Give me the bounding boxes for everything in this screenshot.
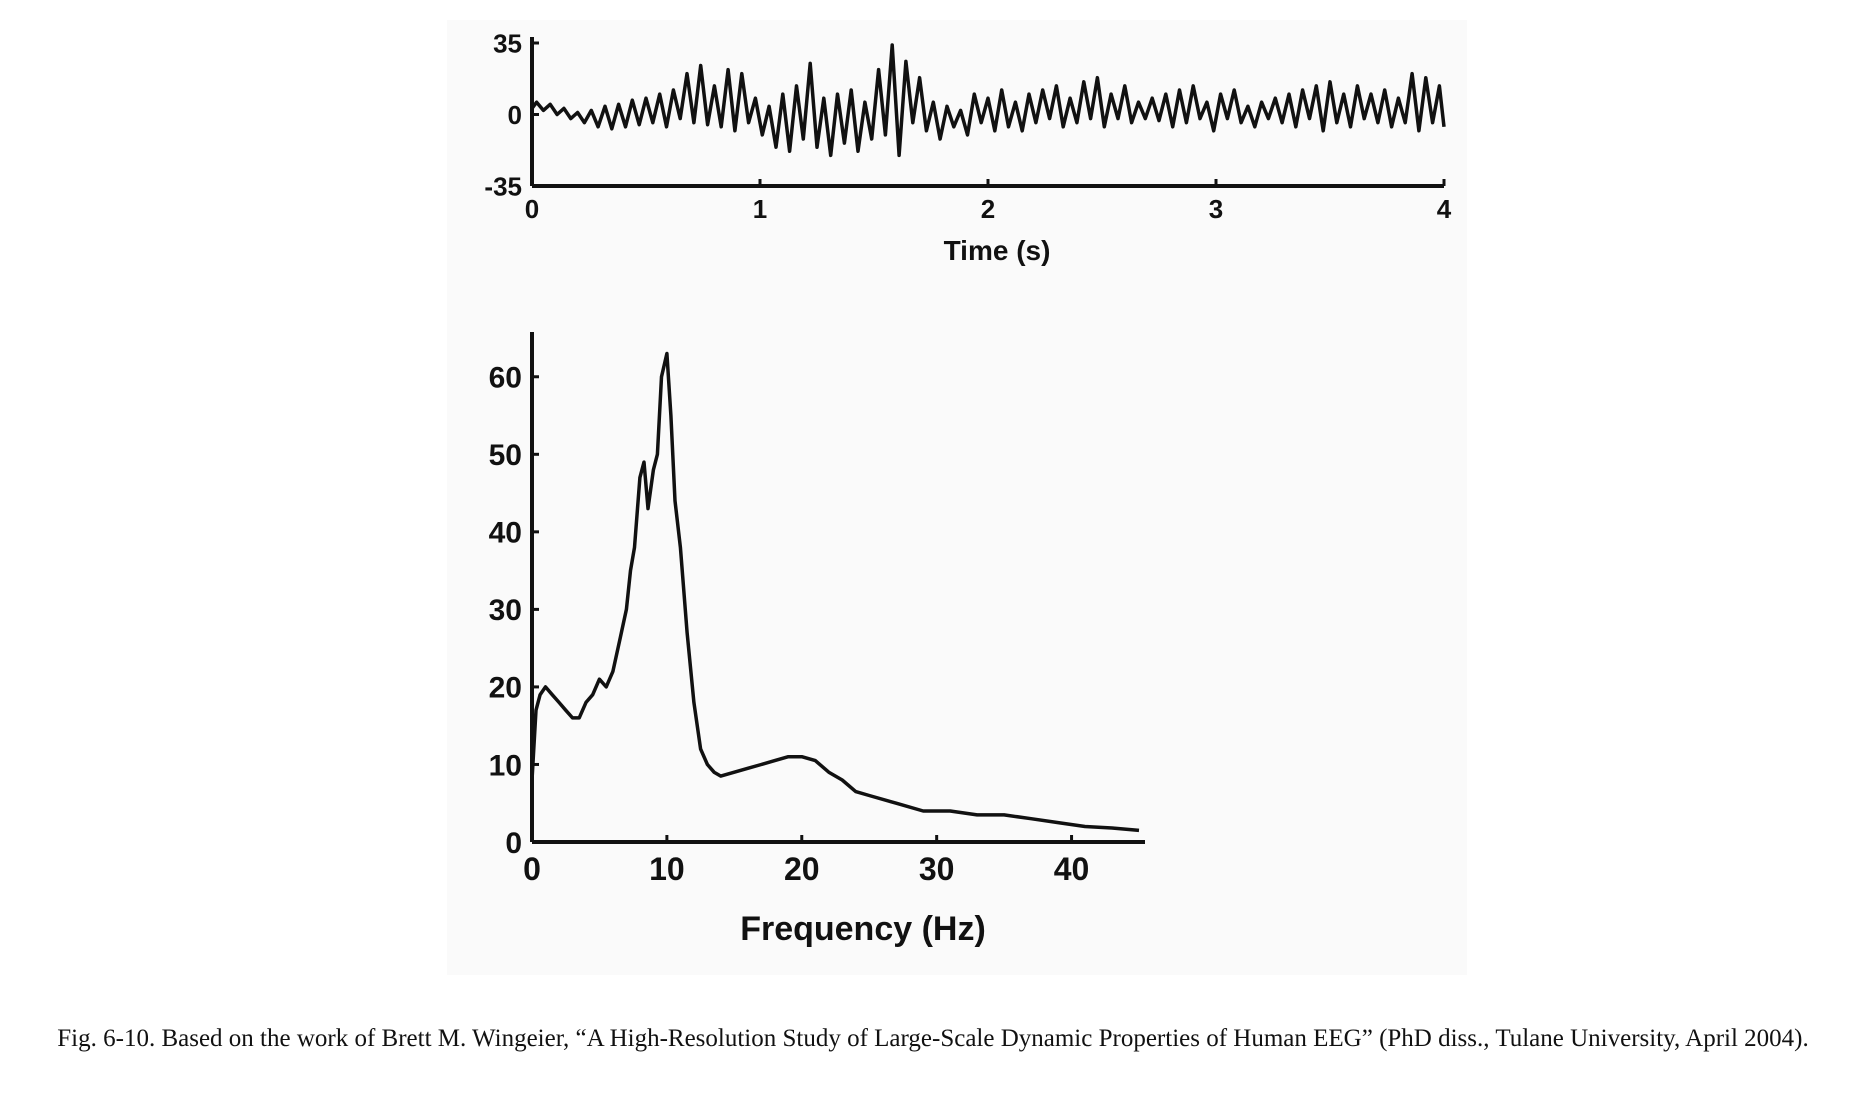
y-tick-label: 40 bbox=[489, 517, 522, 550]
y-tick-label: 0 bbox=[508, 100, 522, 130]
y-tick-label: -35 bbox=[484, 171, 522, 201]
y-tick-label: 10 bbox=[489, 749, 522, 782]
x-tick-label: 1 bbox=[753, 194, 767, 224]
series-line bbox=[530, 43, 1446, 158]
x-axis-label: Frequency (Hz) bbox=[740, 910, 986, 948]
x-tick-label: 20 bbox=[784, 851, 820, 887]
y-tick-label: 0 bbox=[505, 827, 522, 860]
x-axis-label: Time (s) bbox=[944, 235, 1051, 266]
y-tick-label: 30 bbox=[489, 594, 522, 627]
x-tick-label: 30 bbox=[919, 851, 955, 887]
figure-caption: Fig. 6-10. Based on the work of Brett M.… bbox=[57, 1025, 1809, 1052]
x-tick-label: 3 bbox=[1209, 194, 1223, 224]
figure-panel bbox=[447, 20, 1467, 975]
y-tick-label: 20 bbox=[489, 672, 522, 705]
x-tick-label: 0 bbox=[523, 851, 541, 887]
y-tick-label: 60 bbox=[489, 362, 522, 395]
y-tick-label: 50 bbox=[489, 439, 522, 472]
x-tick-label: 4 bbox=[1437, 194, 1452, 224]
x-tick-label: 2 bbox=[981, 194, 995, 224]
y-tick-label: 35 bbox=[493, 28, 522, 58]
x-tick-label: 0 bbox=[525, 194, 539, 224]
eeg-power-spectrum-chart: 0 10 20 30 40 50 60 0 10 20 30 40 Frequency (Hz) bbox=[489, 332, 1145, 948]
x-tick-label: 10 bbox=[649, 851, 685, 887]
x-tick-label: 40 bbox=[1054, 851, 1090, 887]
series-line bbox=[530, 351, 1140, 833]
